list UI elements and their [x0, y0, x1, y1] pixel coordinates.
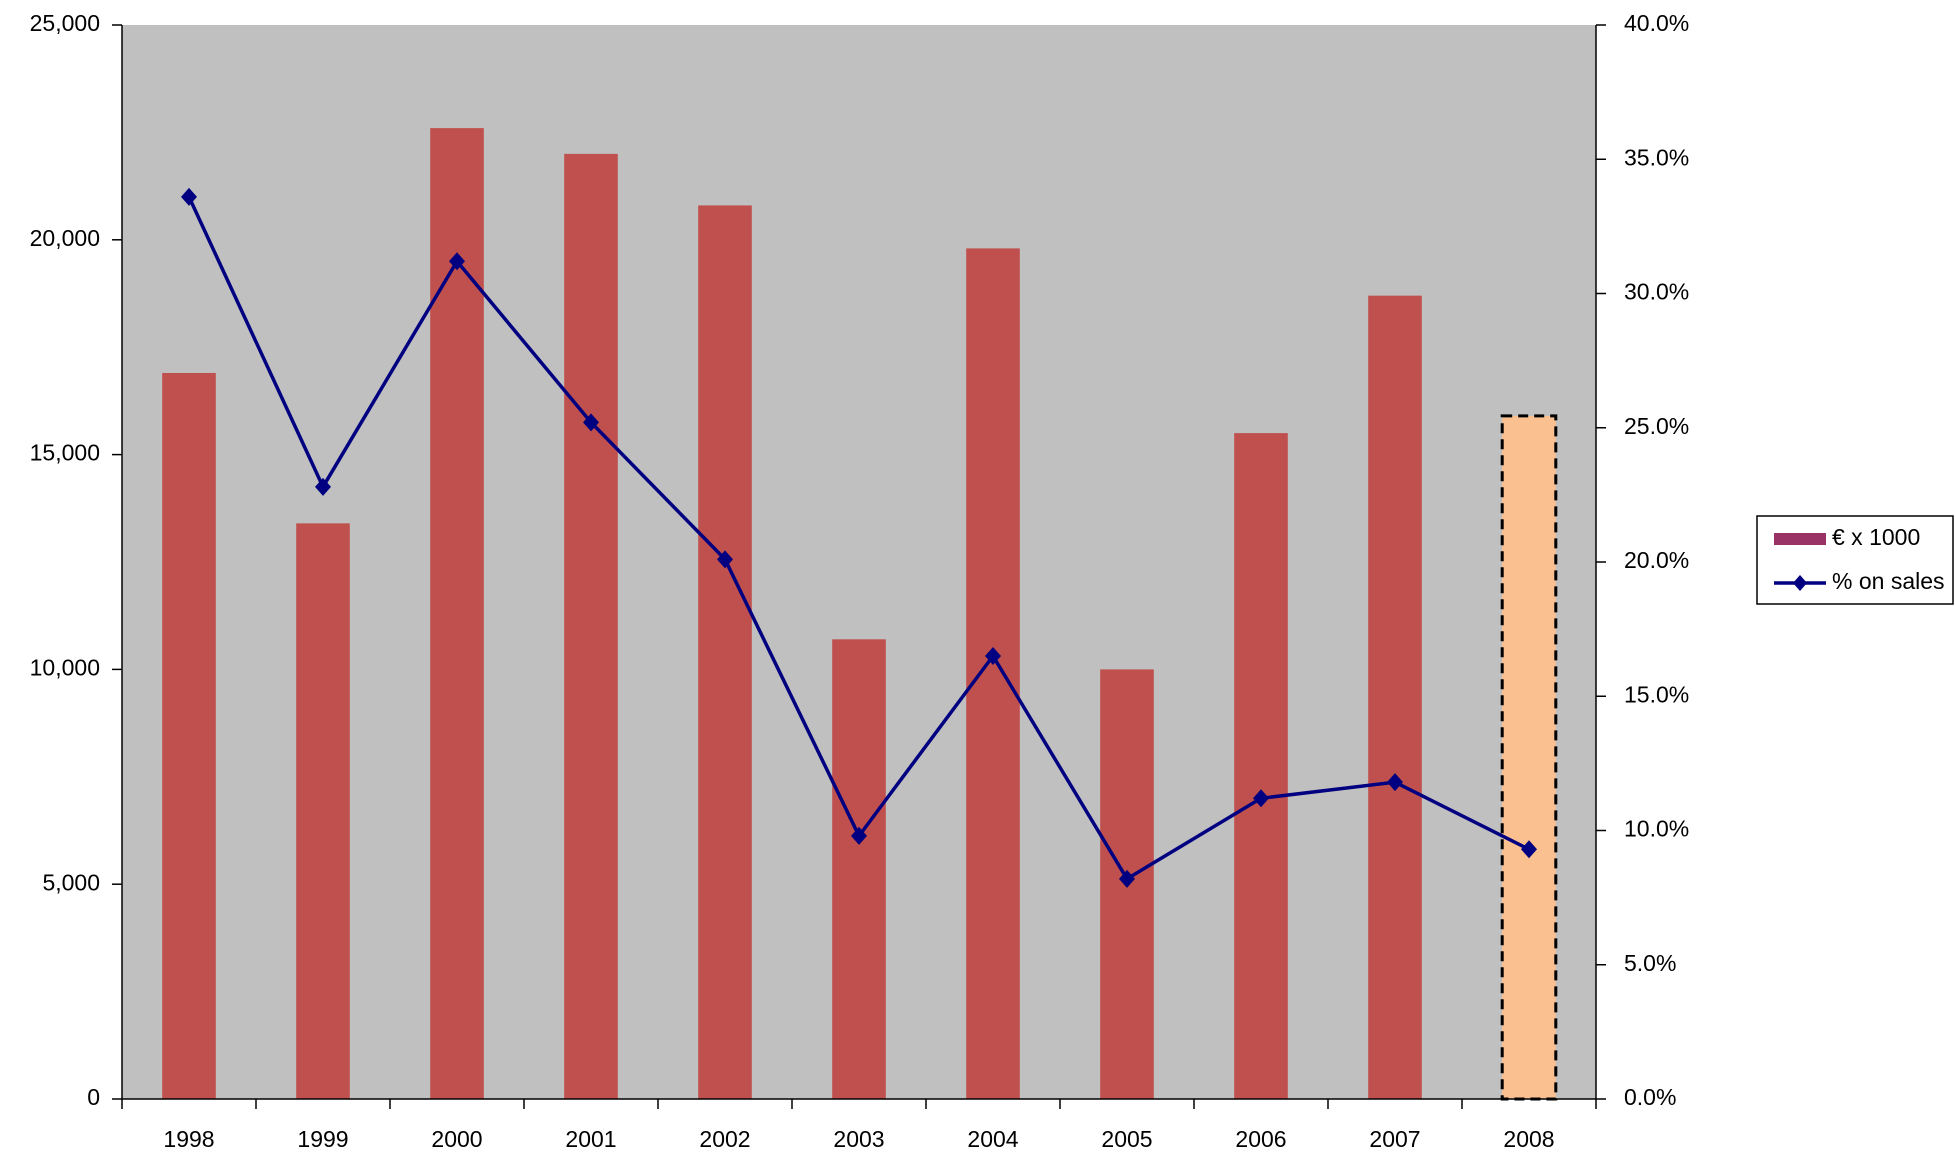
- legend-label: € x 1000: [1832, 524, 1920, 550]
- x-tick-label: 2006: [1235, 1126, 1286, 1152]
- y-tick-label: 20,000: [30, 225, 100, 251]
- bar: [564, 153, 618, 1099]
- x-tick-label: 2008: [1503, 1126, 1554, 1152]
- x-tick-label: 2007: [1369, 1126, 1420, 1152]
- bar: [430, 128, 484, 1099]
- y-tick-label: 25,000: [30, 10, 100, 36]
- marker: [985, 646, 1001, 665]
- y-tick-label: 0: [87, 1084, 100, 1110]
- marker: [1521, 840, 1537, 859]
- y2-tick-label: 35.0%: [1624, 144, 1689, 170]
- y-tick-label: 15,000: [30, 440, 100, 466]
- marker: [315, 477, 331, 496]
- y2-tick-label: 40.0%: [1624, 10, 1689, 36]
- x-tick-label: 2004: [967, 1126, 1018, 1152]
- legend-marker: [1793, 575, 1807, 591]
- x-tick-label: 2002: [699, 1126, 750, 1152]
- bar: [1368, 295, 1422, 1099]
- bar: [1500, 414, 1558, 1101]
- y2-tick-label: 25.0%: [1624, 413, 1689, 439]
- bar: [832, 639, 886, 1099]
- y2-tick-label: 15.0%: [1624, 681, 1689, 707]
- x-tick-label: 2001: [565, 1126, 616, 1152]
- legend-swatch: [1774, 533, 1826, 545]
- bar: [1234, 433, 1288, 1099]
- marker: [181, 187, 197, 206]
- marker: [1119, 869, 1135, 888]
- marker: [1253, 789, 1269, 808]
- bar: [296, 523, 350, 1099]
- bar: [698, 205, 752, 1099]
- x-tick-label: 1999: [297, 1126, 348, 1152]
- y-tick-label: 5,000: [42, 869, 100, 895]
- x-tick-label: 2003: [833, 1126, 884, 1152]
- bar: [162, 372, 216, 1099]
- marker: [1387, 773, 1403, 792]
- y2-tick-label: 20.0%: [1624, 547, 1689, 573]
- y2-tick-label: 5.0%: [1624, 950, 1676, 976]
- y2-tick-label: 30.0%: [1624, 279, 1689, 305]
- legend: € x 1000 % on sales: [1756, 515, 1954, 605]
- x-tick-label: 2005: [1101, 1126, 1152, 1152]
- y2-tick-label: 0.0%: [1624, 1084, 1676, 1110]
- marker: [851, 826, 867, 845]
- legend-box: [1756, 515, 1954, 605]
- bar: [966, 248, 1020, 1100]
- x-tick-label: 2000: [431, 1126, 482, 1152]
- marker: [717, 550, 733, 569]
- legend-label: % on sales: [1832, 568, 1945, 594]
- marker: [583, 413, 599, 432]
- y-tick-label: 10,000: [30, 654, 100, 680]
- x-tick-label: 1998: [163, 1126, 214, 1152]
- marker: [449, 252, 465, 271]
- y2-tick-label: 10.0%: [1624, 816, 1689, 842]
